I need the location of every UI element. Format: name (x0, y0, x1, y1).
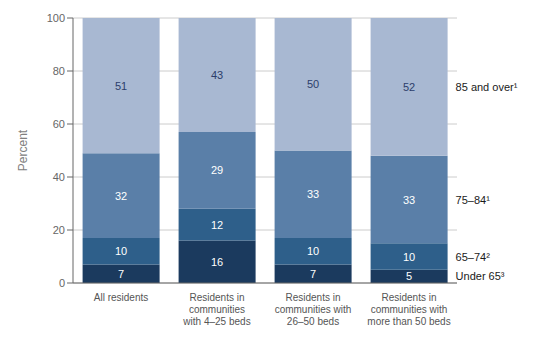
svg-text:85 and over¹: 85 and over¹ (456, 81, 518, 93)
svg-text:43: 43 (211, 69, 223, 81)
svg-text:20: 20 (53, 224, 65, 236)
svg-text:Residents incommunities with26: Residents incommunities with26–50 beds (275, 292, 352, 327)
svg-text:33: 33 (403, 194, 415, 206)
svg-text:Residents incommunitieswith 4–: Residents incommunitieswith 4–25 beds (182, 292, 250, 327)
svg-text:65–74²: 65–74² (456, 251, 491, 263)
svg-text:Under 65³: Under 65³ (456, 270, 505, 282)
svg-text:32: 32 (115, 190, 127, 202)
svg-text:50: 50 (307, 78, 319, 90)
svg-text:16: 16 (211, 256, 223, 268)
svg-text:0: 0 (59, 277, 65, 289)
svg-text:10: 10 (403, 251, 415, 263)
svg-text:52: 52 (403, 81, 415, 93)
svg-text:80: 80 (53, 65, 65, 77)
svg-text:10: 10 (115, 245, 127, 257)
svg-text:7: 7 (310, 268, 316, 280)
svg-text:7: 7 (118, 268, 124, 280)
svg-text:Residents incommunities withmo: Residents incommunities withmore than 50… (367, 292, 450, 327)
svg-text:75–84¹: 75–84¹ (456, 194, 491, 206)
svg-text:10: 10 (307, 245, 319, 257)
svg-text:12: 12 (211, 219, 223, 231)
svg-text:51: 51 (115, 80, 127, 92)
svg-text:All residents: All residents (94, 292, 148, 303)
svg-text:60: 60 (53, 118, 65, 130)
svg-text:33: 33 (307, 188, 319, 200)
svg-text:Percent: Percent (16, 129, 30, 171)
svg-text:29: 29 (211, 164, 223, 176)
svg-text:100: 100 (47, 12, 65, 24)
svg-text:5: 5 (406, 270, 412, 282)
svg-text:40: 40 (53, 171, 65, 183)
